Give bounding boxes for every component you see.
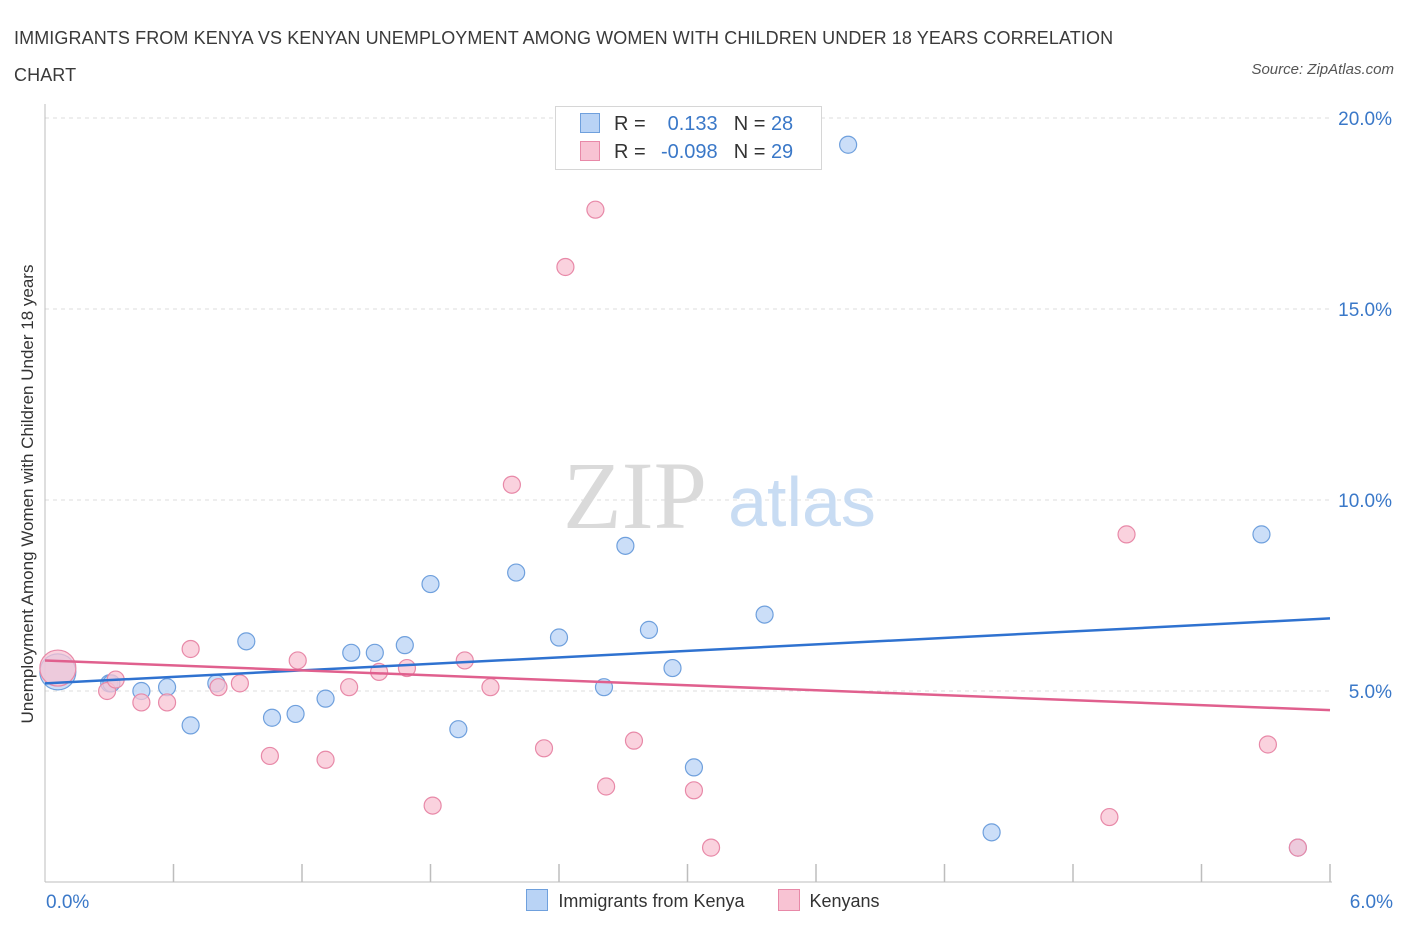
point-kenyans: [1288, 838, 1307, 857]
point-kenyans: [455, 651, 474, 670]
point-kenya: [684, 758, 704, 777]
point-kenya: [755, 605, 774, 624]
point-kenya: [395, 636, 414, 655]
point-kenya: [663, 658, 682, 678]
axes: [44, 104, 1332, 883]
y-tick-label: 20.0%: [1338, 109, 1392, 130]
legend-n-value: 29: [770, 141, 794, 163]
point-kenyans: [701, 838, 721, 857]
point-kenyans: [132, 693, 151, 712]
legend-r-label: R =: [614, 141, 646, 163]
legend-swatch-blue: [580, 113, 600, 133]
point-kenyans: [597, 777, 616, 796]
point-kenyans: [209, 678, 228, 697]
point-kenyans: [39, 649, 77, 687]
watermark-atlas: atlas: [728, 463, 876, 541]
legend-r-value: 0.133: [667, 113, 718, 135]
y-tick-label: 5.0%: [1349, 682, 1392, 703]
tick-labels: 5.0% 10.0% 15.0% 20.0% 0.0% 6.0%: [46, 109, 1393, 913]
legend-swatch-blue: [526, 889, 549, 911]
legend-item-kenyans: Kenyans: [777, 889, 880, 912]
point-kenya: [316, 689, 335, 708]
point-kenya: [157, 678, 177, 697]
point-kenyans: [181, 639, 200, 659]
legend-row-kenyans: R = -0.098 N = 29: [580, 140, 793, 164]
point-kenyans: [586, 200, 605, 219]
legend-swatch-pink: [777, 889, 800, 911]
y-tick-label: 10.0%: [1338, 491, 1392, 512]
point-kenyans: [230, 674, 249, 693]
point-kenya: [982, 823, 1001, 842]
point-kenya: [549, 628, 569, 647]
point-kenyans: [1117, 525, 1136, 544]
stats-legend: R = 0.133 N = 28 R = -0.098 N = 29: [555, 106, 822, 170]
watermark-zip: ZIP: [563, 442, 707, 549]
point-kenya: [616, 536, 635, 555]
point-kenya: [365, 643, 384, 662]
point-kenyans: [1100, 807, 1119, 827]
legend-n-label: N =: [733, 141, 766, 163]
point-kenya: [507, 563, 526, 582]
point-kenya: [262, 708, 282, 727]
trend-line-kenyans: [44, 659, 1331, 712]
point-kenya: [342, 643, 361, 662]
x-tick-label: 6.0%: [1350, 892, 1393, 913]
trend-lines: [44, 617, 1331, 712]
point-kenyans: [340, 678, 359, 697]
legend-row-kenya: R = 0.133 N = 28: [580, 112, 793, 136]
grid-lines: [45, 117, 1330, 692]
legend-swatch-pink: [580, 141, 600, 161]
legend-item-kenya: Immigrants from Kenya: [526, 889, 744, 912]
legend-item-label: Kenyans: [809, 891, 880, 911]
point-kenyans: [481, 678, 500, 697]
point-kenyans: [423, 796, 442, 815]
point-kenyans: [157, 693, 177, 712]
point-kenya: [449, 720, 468, 739]
y-tick-label: 15.0%: [1338, 300, 1392, 321]
legend-n-value: 28: [770, 113, 794, 135]
point-kenya: [181, 716, 200, 735]
point-kenya: [237, 632, 256, 651]
point-kenya: [286, 704, 305, 724]
point-kenya: [839, 135, 858, 154]
point-kenya: [1252, 525, 1271, 544]
point-kenyans: [288, 651, 307, 670]
legend-r-label: R =: [614, 113, 646, 135]
watermark: ZIP atlas: [563, 442, 876, 549]
point-kenyans: [624, 731, 644, 750]
series-legend: Immigrants from Kenya Kenyans: [0, 889, 1406, 912]
point-kenyans: [684, 781, 704, 800]
point-kenyans: [316, 750, 335, 769]
point-kenyans: [1258, 735, 1277, 754]
point-kenyans: [556, 257, 575, 277]
data-points: [39, 135, 1307, 857]
point-kenyans: [502, 475, 521, 494]
legend-item-label: Immigrants from Kenya: [558, 891, 745, 911]
point-kenyans: [534, 739, 554, 758]
chart-title: IMMIGRANTS FROM KENYA VS KENYAN UNEMPLOY…: [14, 28, 1114, 85]
point-kenyans: [260, 746, 279, 766]
legend-n-label: N =: [733, 113, 766, 135]
trend-line-kenya: [44, 617, 1331, 685]
point-kenya: [639, 620, 659, 639]
legend-r-value: -0.098: [660, 141, 718, 163]
point-kenya: [421, 574, 440, 594]
chart-source: Source: ZipAtlas.com: [1251, 61, 1394, 78]
x-tick-label: 0.0%: [46, 892, 89, 913]
